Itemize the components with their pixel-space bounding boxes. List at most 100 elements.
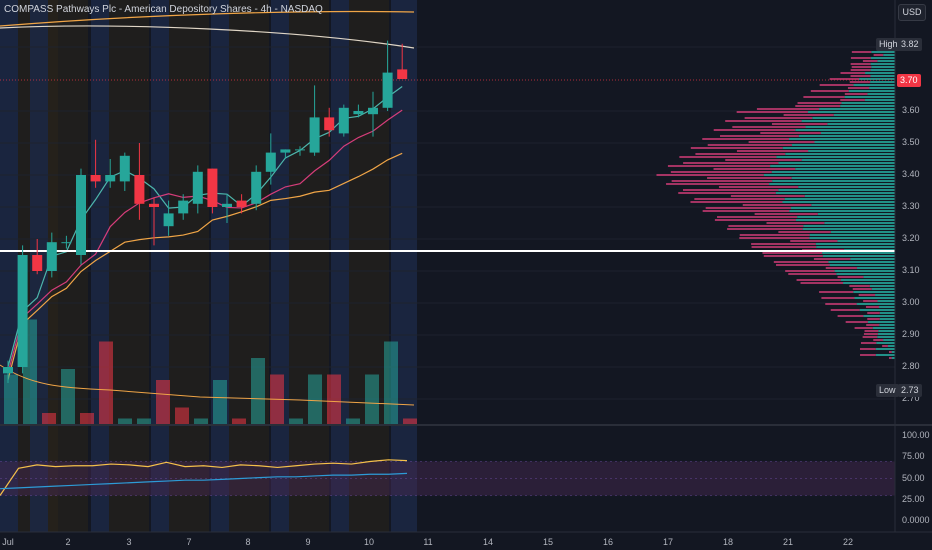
profile-row-down bbox=[829, 78, 860, 80]
volume-bars bbox=[0, 319, 417, 424]
profile-row-up bbox=[863, 315, 895, 317]
time-axis-label: 3 bbox=[126, 537, 132, 547]
last-price-tag: 3.70 bbox=[897, 74, 921, 87]
profile-row-up bbox=[853, 84, 895, 86]
profile-row-down bbox=[754, 213, 818, 215]
time-axis-label: 16 bbox=[602, 537, 614, 547]
profile-row-up bbox=[795, 168, 895, 170]
time-axis-label: 17 bbox=[662, 537, 674, 547]
profile-row-up bbox=[875, 348, 895, 350]
profile-row-up bbox=[804, 195, 895, 197]
profile-row-up bbox=[827, 123, 895, 125]
profile-row-up bbox=[840, 105, 895, 107]
profile-row-down bbox=[718, 186, 799, 188]
profile-row-up bbox=[863, 276, 895, 278]
profile-row-up bbox=[871, 51, 895, 53]
profile-row-down bbox=[714, 219, 796, 221]
profile-row-down bbox=[849, 285, 870, 287]
time-axis-label: 9 bbox=[305, 537, 311, 547]
profile-row-up bbox=[828, 261, 895, 263]
profile-row-down bbox=[683, 189, 779, 191]
profile-row-down bbox=[819, 84, 854, 86]
profile-row-down bbox=[837, 315, 864, 317]
profile-row-down bbox=[720, 135, 799, 137]
profile-row-down bbox=[702, 138, 789, 140]
profile-row-down bbox=[744, 117, 813, 119]
candle-body bbox=[32, 255, 43, 271]
time-axis-label: 11 bbox=[423, 537, 433, 547]
profile-row-up bbox=[870, 69, 895, 71]
profile-row-up bbox=[833, 114, 895, 116]
profile-row-down bbox=[845, 321, 868, 323]
profile-row-up bbox=[867, 93, 895, 95]
profile-row-down bbox=[840, 72, 866, 74]
candle-body bbox=[265, 152, 276, 172]
profile-row-down bbox=[860, 354, 876, 356]
profile-row-up bbox=[802, 228, 895, 230]
profile-row-down bbox=[785, 270, 835, 272]
profile-row-up bbox=[883, 339, 895, 341]
profile-row-down bbox=[748, 141, 815, 143]
profile-row-up bbox=[811, 204, 895, 206]
profile-row-down bbox=[830, 309, 860, 311]
candle-body bbox=[105, 175, 116, 182]
profile-row-down bbox=[810, 90, 849, 92]
currency-button[interactable]: USD bbox=[898, 4, 926, 21]
volume-bar bbox=[61, 369, 75, 424]
volume-bar bbox=[289, 418, 303, 424]
profile-row-up bbox=[875, 294, 895, 296]
profile-row-up bbox=[878, 330, 895, 332]
candle-body bbox=[353, 111, 364, 115]
profile-row-up bbox=[819, 108, 895, 110]
time-axis-label: 2 bbox=[65, 537, 71, 547]
profile-row-up bbox=[870, 63, 895, 65]
time-axis-label: 22 bbox=[842, 537, 854, 547]
volume-bar bbox=[365, 374, 379, 424]
candle-body bbox=[324, 117, 335, 131]
candle-body bbox=[236, 200, 247, 207]
profile-row-up bbox=[850, 258, 895, 260]
profile-row-down bbox=[863, 333, 878, 335]
profile-row-up bbox=[879, 324, 895, 326]
profile-row-down bbox=[860, 342, 877, 344]
profile-row-down bbox=[864, 330, 879, 332]
candle-body bbox=[61, 242, 72, 244]
profile-row-down bbox=[736, 150, 809, 152]
profile-row-down bbox=[882, 345, 888, 347]
profile-row-up bbox=[891, 357, 895, 359]
profile-row-up bbox=[812, 117, 895, 119]
profile-row-up bbox=[887, 345, 895, 347]
profile-row-down bbox=[873, 54, 884, 56]
oscillator-axis-label: 100.00 bbox=[902, 430, 930, 440]
profile-row-up bbox=[778, 162, 895, 164]
upper-moving-average-line bbox=[0, 10, 415, 27]
candle-body bbox=[90, 175, 101, 182]
profile-row-down bbox=[840, 99, 865, 101]
chart-title: COMPASS Pathways Plc - American Deposito… bbox=[4, 4, 323, 15]
profile-row-up bbox=[789, 210, 895, 212]
time-axis-label: 10 bbox=[363, 537, 375, 547]
time-axis-label: 14 bbox=[482, 537, 494, 547]
profile-row-down bbox=[751, 243, 816, 245]
oscillator-line bbox=[0, 459, 408, 496]
profile-row-down bbox=[690, 147, 783, 149]
profile-row-up bbox=[877, 300, 895, 302]
profile-row-down bbox=[666, 183, 770, 185]
candle-body bbox=[3, 367, 13, 374]
profile-row-down bbox=[858, 294, 876, 296]
candlesticks bbox=[3, 40, 408, 383]
session-band-regular bbox=[109, 0, 149, 532]
profile-row-up bbox=[870, 57, 895, 59]
price-axis-label: 3.30 bbox=[902, 201, 920, 211]
candle-body bbox=[295, 149, 305, 151]
volume-bar bbox=[99, 341, 113, 424]
profile-row-up bbox=[788, 138, 895, 140]
candle-body bbox=[309, 117, 320, 153]
profile-row-down bbox=[862, 60, 878, 62]
profile-row-down bbox=[865, 306, 880, 308]
profile-row-up bbox=[808, 150, 895, 152]
candle-body bbox=[17, 255, 28, 367]
profile-row-up bbox=[822, 255, 895, 257]
profile-row-down bbox=[790, 240, 838, 242]
